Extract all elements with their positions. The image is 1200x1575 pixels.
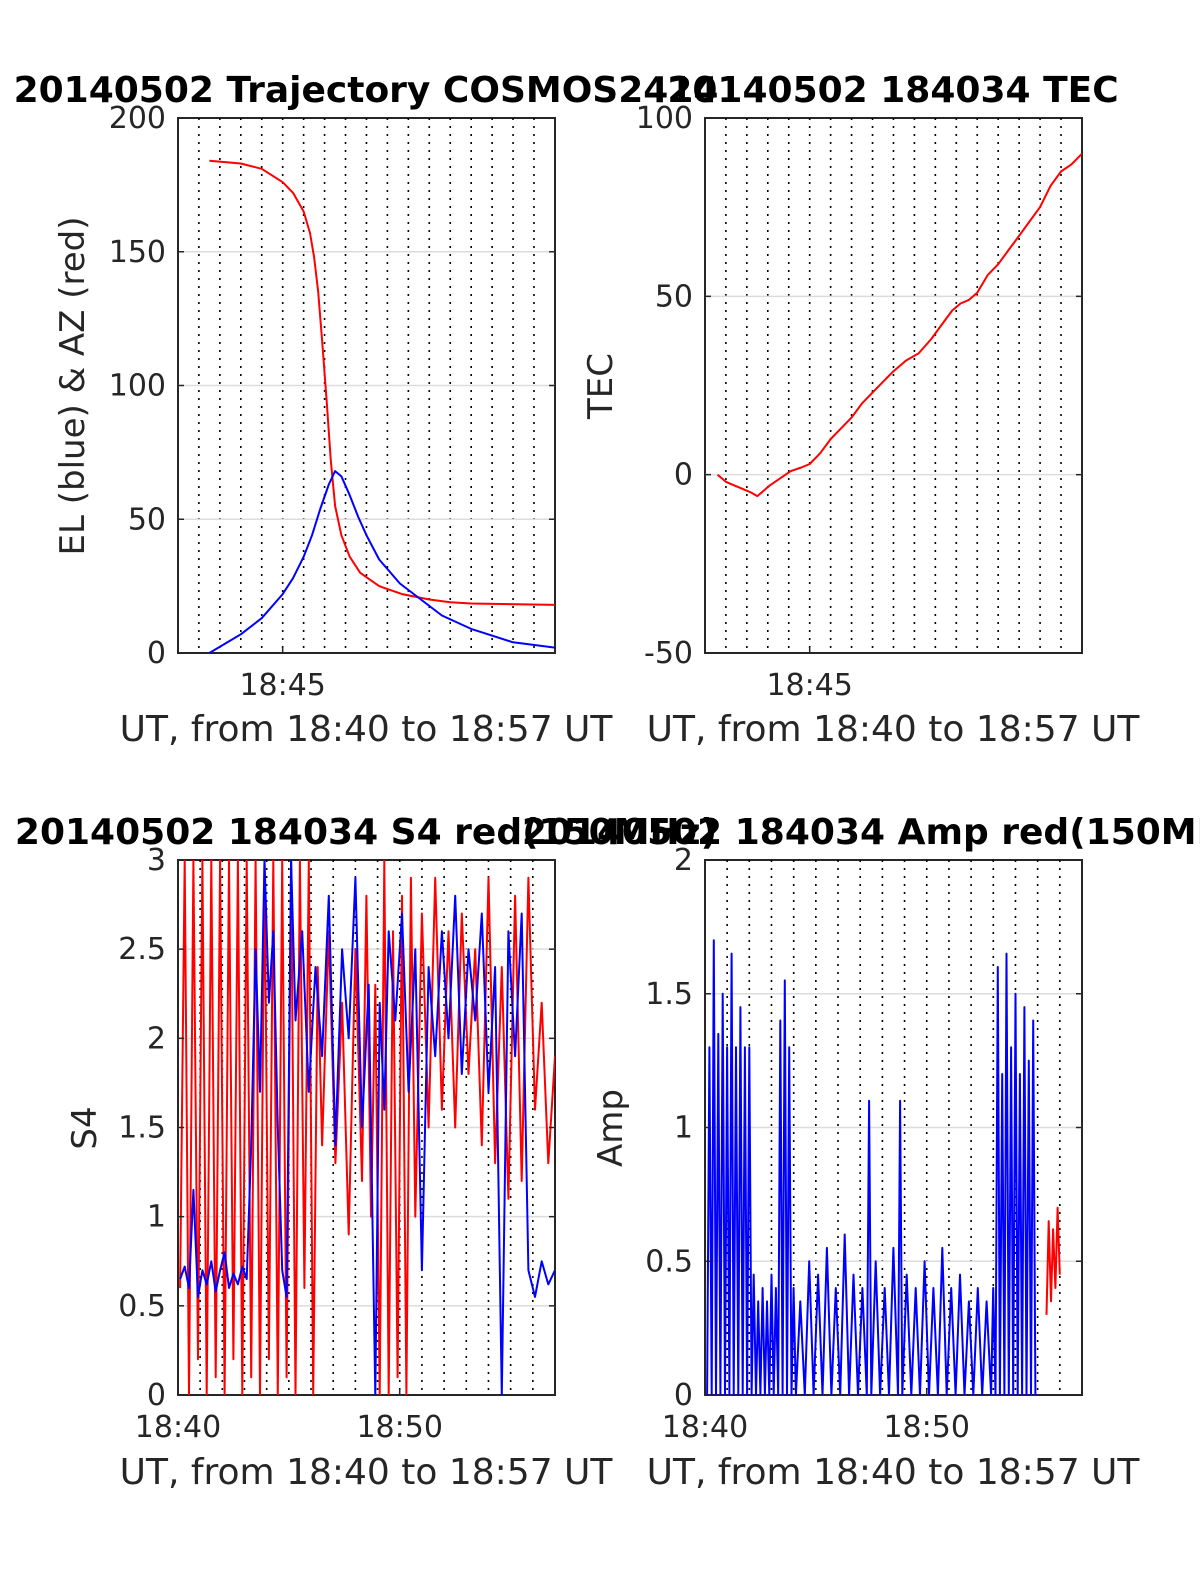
- trajectory-chart: 0 50 100 150 200 18:45 20140502 Trajectory CO…: [14, 70, 719, 750]
- amp-chart: 0 0.5 1 1.5 2 18:40 18:50 20140502 184034 Amp …: [522, 812, 1200, 1493]
- s4-title: 20140502 184034 S4 red(150MHz): [15, 812, 717, 853]
- amp-x-tick-label: 18:40: [662, 1410, 748, 1445]
- amp-y-tick-label: 0.5: [645, 1244, 693, 1279]
- trajectory-title: 20140502 Trajectory COSMOS2414: [14, 70, 719, 111]
- amp-title: 20140502 184034 Amp red(150MHz): [522, 812, 1200, 853]
- s4-x-tick-label: 18:50: [356, 1410, 442, 1445]
- amp-x-tick-label: 18:50: [883, 1410, 969, 1445]
- trajectory-y-tick-label: 200: [109, 101, 166, 136]
- tec-ylabel: TEC: [581, 353, 621, 420]
- s4-y-tick-label: 1.5: [118, 1111, 166, 1146]
- s4-ylabel: S4: [65, 1106, 105, 1149]
- amp-y-tick-label: 1: [674, 1111, 693, 1146]
- amp-y-tick-label: 1.5: [645, 977, 693, 1012]
- tec-series: [716, 152, 1082, 498]
- s4-chart: 0 0.5 1 1.5 2 2.5 3 18:40 18:50 20140502 184034 …: [15, 812, 717, 1493]
- s4-y-tick-label: 2: [147, 1021, 166, 1056]
- amp-series: [706, 939, 1061, 1395]
- s4-y-tick-label: 2.5: [118, 932, 166, 967]
- amp-y-tick-label: 2: [674, 843, 693, 878]
- amp-gridlines: [705, 860, 1082, 1395]
- trajectory-y-tick-label: 150: [109, 235, 166, 270]
- trajectory-x-tick-label: 18:45: [239, 668, 325, 703]
- trajectory-y-tick-label: 100: [109, 369, 166, 404]
- s4-x-tick-label: 18:40: [135, 1410, 221, 1445]
- s4-y-tick-label: 0.5: [118, 1289, 166, 1324]
- trajectory-y-tick-label: 50: [128, 502, 166, 537]
- tec-chart: -50 0 50 100 18:45 20140502 184034 TEC UT, f…: [581, 70, 1140, 750]
- tec-series-0-line: [716, 152, 1082, 498]
- tec-xlabel: UT, from 18:40 to 18:57 UT: [647, 709, 1141, 750]
- tec-y-tick-label: 0: [674, 458, 693, 493]
- trajectory-ticks: 0 50 100 150 200 18:45: [109, 101, 555, 703]
- amp-series-1-line: [706, 939, 1037, 1395]
- tec-title: 20140502 184034 TEC: [667, 70, 1118, 111]
- s4-y-tick-label: 3: [147, 843, 166, 878]
- trajectory-series-0-line: [209, 159, 555, 606]
- trajectory-xlabel: UT, from 18:40 to 18:57 UT: [120, 709, 614, 750]
- trajectory-series-1-line: [208, 470, 555, 653]
- s4-y-tick-label: 0: [147, 1378, 166, 1413]
- tec-ticks: -50 0 50 100 18:45: [636, 101, 1082, 703]
- amp-xlabel: UT, from 18:40 to 18:57 UT: [647, 1452, 1141, 1493]
- tec-x-tick-label: 18:45: [766, 668, 852, 703]
- s4-y-tick-label: 1: [147, 1200, 166, 1235]
- s4-ticks: 0 0.5 1 1.5 2 2.5 3 18:40 18:50: [118, 843, 555, 1445]
- trajectory-y-tick-label: 0: [147, 636, 166, 671]
- amp-series-0-line: [1045, 1206, 1061, 1315]
- s4-xlabel: UT, from 18:40 to 18:57 UT: [120, 1452, 614, 1493]
- s4-series-1-line: [179, 860, 555, 1395]
- amp-y-tick-label: 0: [674, 1378, 693, 1413]
- tec-y-tick-label: 100: [636, 101, 693, 136]
- tec-y-tick-label: -50: [644, 636, 693, 671]
- trajectory-gridlines: [178, 118, 555, 653]
- amp-ticks: 0 0.5 1 1.5 2 18:40 18:50: [645, 843, 1082, 1445]
- trajectory-ylabel: EL (blue) & AZ (red): [53, 216, 93, 555]
- amp-ylabel: Amp: [591, 1089, 631, 1167]
- trajectory-series: [208, 159, 555, 653]
- tec-y-tick-label: 50: [655, 279, 693, 314]
- s4-series: [179, 860, 555, 1395]
